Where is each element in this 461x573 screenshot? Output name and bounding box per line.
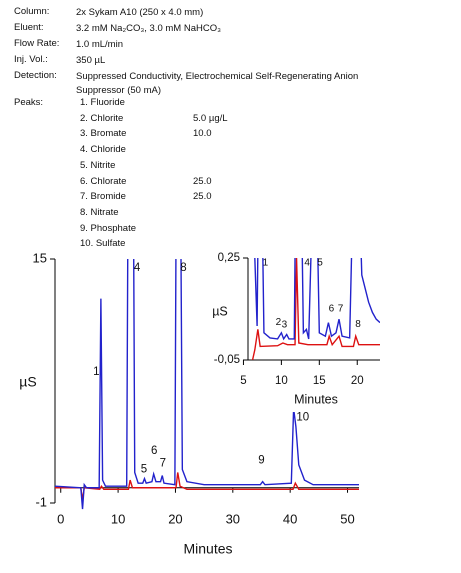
trace <box>55 472 359 501</box>
trace <box>251 258 380 360</box>
x-tick-label: 20 <box>351 375 364 387</box>
plot-area <box>55 259 359 510</box>
y-tick-label: -0,05 <box>214 354 240 366</box>
peak-concentration: 5.0 µg/L <box>193 112 228 124</box>
peak-concentration: 25.0 <box>193 175 212 187</box>
field-value: 350 µL <box>76 55 106 66</box>
trace <box>55 259 359 510</box>
peak-label: 1 <box>263 258 269 269</box>
peak-label: 4 <box>134 262 141 274</box>
trace <box>254 258 380 341</box>
field-label: Inj. Vol.: <box>14 54 48 65</box>
x-tick-label: 10 <box>275 375 288 387</box>
peak-label: 2 <box>276 317 282 328</box>
plot-area <box>251 258 380 360</box>
x-axis-title: Minutes <box>183 541 232 557</box>
x-axis-title: Minutes <box>294 392 338 406</box>
field-label: Flow Rate: <box>14 38 60 49</box>
peak-label: 7 <box>160 457 166 469</box>
y-tick-label: 0,25 <box>218 252 240 264</box>
peak-concentration: 25.0 <box>193 191 212 203</box>
peak-label: 7 <box>338 304 344 315</box>
field-label: Detection: <box>14 70 57 81</box>
peak-name: 9. Phosphate <box>80 222 136 234</box>
field-value: Suppressed Conductivity, Electrochemical… <box>76 71 359 96</box>
field-label: Eluent: <box>14 22 44 33</box>
peak-name: 6. Chlorate <box>80 175 127 187</box>
peak-label: 1 <box>93 366 99 378</box>
field-value: 2x Sykam A10 (250 x 4.0 mm) <box>76 7 204 18</box>
x-tick-label: 20 <box>168 511 182 526</box>
peak-name: 10. Sulfate <box>80 238 126 250</box>
y-tick-label: 15 <box>33 250 47 265</box>
field-value: 1.0 mL/min <box>76 39 123 50</box>
x-tick-label: 40 <box>283 511 297 526</box>
peak-label: 6 <box>329 304 335 315</box>
x-tick-label: 5 <box>240 375 246 387</box>
y-tick-label: -1 <box>35 494 47 509</box>
peaks-label: Peaks: <box>14 97 44 108</box>
x-tick-label: 10 <box>111 511 125 526</box>
peak-label: 8 <box>180 262 186 274</box>
peak-label: 5 <box>141 463 147 475</box>
x-tick-label: 50 <box>340 511 354 526</box>
peak-label: 9 <box>258 454 264 466</box>
peak-name: 3. Bromate <box>80 128 127 140</box>
peak-label: 5 <box>317 258 323 269</box>
peak-name: 1. Fluoride <box>80 97 125 108</box>
peak-name: 8. Nitrate <box>80 206 119 218</box>
y-axis-title: µS <box>19 374 36 390</box>
peak-label: 6 <box>151 445 157 457</box>
y-axis-title: µS <box>212 304 228 318</box>
field-label: Column: <box>14 6 50 17</box>
x-tick-label: 15 <box>313 375 326 387</box>
peak-name: 5. Nitrite <box>80 159 116 171</box>
peak-concentration: 10.0 <box>193 128 212 140</box>
x-tick-label: 0 <box>57 511 64 526</box>
peak-name: 2. Chlorite <box>80 112 124 124</box>
field-value: 3.2 mM Na₂CO₃, 3.0 mM NaHCO₃ <box>76 23 221 34</box>
peak-label: 4 <box>304 258 310 269</box>
peak-label: 3 <box>282 319 288 330</box>
peak-name: 4. Chloride <box>80 144 126 156</box>
x-tick-label: 30 <box>226 511 240 526</box>
peak-label: 10 <box>296 412 309 424</box>
peak-label: 8 <box>355 319 361 330</box>
peak-name: 7. Bromide <box>80 191 126 203</box>
